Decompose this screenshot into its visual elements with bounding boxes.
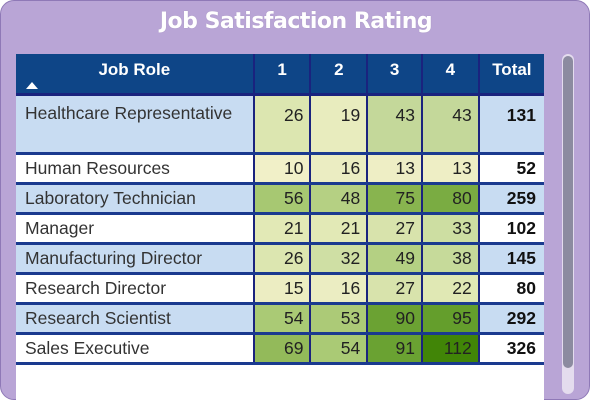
visual-title: Job Satisfaction Rating xyxy=(159,9,433,34)
rating-4-cell: 38 xyxy=(421,243,480,275)
column-header-job-role[interactable]: Job Role xyxy=(16,54,255,96)
rating-2-cell: 54 xyxy=(310,333,369,365)
rating-2-cell: 16 xyxy=(310,153,369,185)
total-cell: 326 xyxy=(478,333,544,365)
job-role-cell: Sales Executive xyxy=(16,333,255,365)
rating-2-cell: 19 xyxy=(310,94,369,155)
job-role-cell: Manager xyxy=(16,213,255,245)
total-cell: 145 xyxy=(478,243,544,275)
rating-1-cell: 15 xyxy=(253,273,312,305)
rating-3-cell: 90 xyxy=(367,303,423,335)
rating-4-cell: 33 xyxy=(421,213,480,245)
rating-3-cell: 91 xyxy=(367,333,423,365)
total-cell: 259 xyxy=(478,183,544,215)
table-row[interactable]: Research Scientist 54 53 90 95 292 xyxy=(16,303,544,335)
column-header-rating-2[interactable]: 2 xyxy=(310,54,369,96)
rating-4-cell: 43 xyxy=(421,94,480,155)
rating-2-cell: 16 xyxy=(310,273,369,305)
column-header-total[interactable]: Total xyxy=(478,54,544,96)
rating-1-cell: 69 xyxy=(253,333,312,365)
vertical-scrollbar-thumb[interactable] xyxy=(563,56,573,368)
job-role-cell: Laboratory Technician xyxy=(16,183,255,215)
matrix-table-container: Job Role 1 2 3 4 Total Healthcare Repres… xyxy=(16,54,544,400)
job-satisfaction-table: Job Role 1 2 3 4 Total Healthcare Repres… xyxy=(16,54,544,365)
job-role-cell: Healthcare Representative xyxy=(16,94,255,155)
rating-3-cell: 13 xyxy=(367,153,423,185)
table-row[interactable]: Research Director 15 16 27 22 80 xyxy=(16,273,544,305)
rating-1-cell: 26 xyxy=(253,94,312,155)
rating-3-cell: 49 xyxy=(367,243,423,275)
job-role-cell: Manufacturing Director xyxy=(16,243,255,275)
rating-2-cell: 21 xyxy=(310,213,369,245)
rating-2-cell: 53 xyxy=(310,303,369,335)
rating-1-cell: 21 xyxy=(253,213,312,245)
column-header-rating-1[interactable]: 1 xyxy=(253,54,312,96)
job-role-cell: Human Resources xyxy=(16,153,255,185)
rating-1-cell: 54 xyxy=(253,303,312,335)
rating-4-cell: 22 xyxy=(421,273,480,305)
rating-3-cell: 27 xyxy=(367,273,423,305)
total-cell: 292 xyxy=(478,303,544,335)
column-header-rating-3[interactable]: 3 xyxy=(367,54,423,96)
job-role-cell: Research Scientist xyxy=(16,303,255,335)
rating-1-cell: 56 xyxy=(253,183,312,215)
column-header-rating-4[interactable]: 4 xyxy=(421,54,480,96)
job-role-cell: Research Director xyxy=(16,273,255,305)
rating-4-cell: 80 xyxy=(421,183,480,215)
rating-2-cell: 48 xyxy=(310,183,369,215)
rating-3-cell: 27 xyxy=(367,213,423,245)
rating-4-cell: 112 xyxy=(421,333,480,365)
rating-1-cell: 10 xyxy=(253,153,312,185)
table-row[interactable]: Human Resources 10 16 13 13 52 xyxy=(16,153,544,185)
rating-4-cell: 13 xyxy=(421,153,480,185)
table-row[interactable]: Sales Executive 69 54 91 112 326 xyxy=(16,333,544,365)
rating-3-cell: 43 xyxy=(367,94,423,155)
column-header-label: Job Role xyxy=(98,60,171,79)
rating-3-cell: 75 xyxy=(367,183,423,215)
rating-1-cell: 26 xyxy=(253,243,312,275)
total-cell: 102 xyxy=(478,213,544,245)
rating-2-cell: 32 xyxy=(310,243,369,275)
header-row: Job Role 1 2 3 4 Total xyxy=(16,54,544,96)
table-row[interactable]: Manufacturing Director 26 32 49 38 145 xyxy=(16,243,544,275)
total-cell: 131 xyxy=(478,94,544,155)
total-cell: 80 xyxy=(478,273,544,305)
total-cell: 52 xyxy=(478,153,544,185)
rating-4-cell: 95 xyxy=(421,303,480,335)
table-row[interactable]: Manager 21 21 27 33 102 xyxy=(16,213,544,245)
sort-ascending-icon[interactable] xyxy=(26,81,38,89)
table-row[interactable]: Healthcare Representative 26 19 43 43 131 xyxy=(16,94,544,155)
table-row[interactable]: Laboratory Technician 56 48 75 80 259 xyxy=(16,183,544,215)
